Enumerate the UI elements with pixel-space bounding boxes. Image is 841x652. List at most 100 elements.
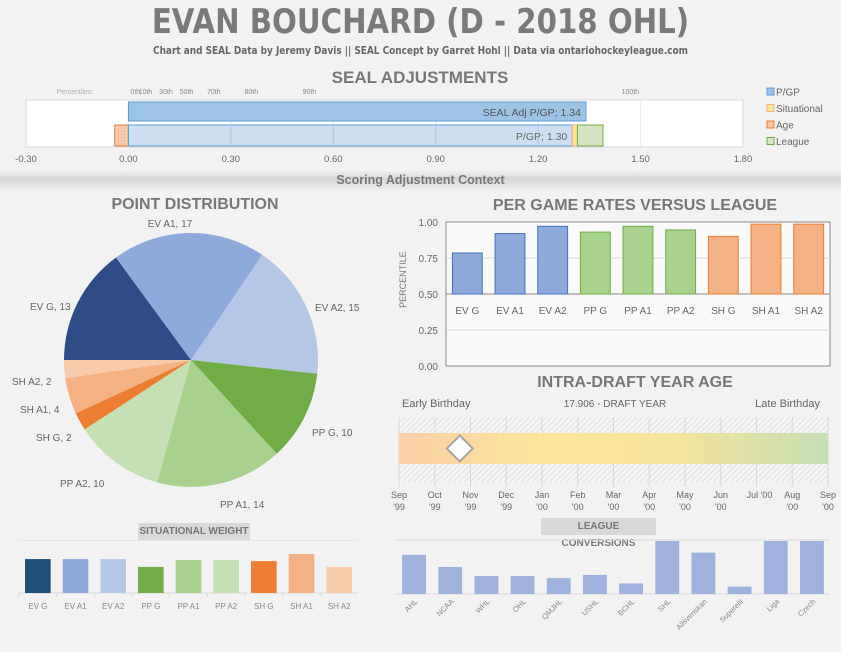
pergame-x-label: PP A1	[624, 306, 652, 317]
situational-x-label: EV G	[28, 602, 47, 611]
league-bar	[727, 586, 752, 594]
league-x-label: Liga	[765, 596, 782, 613]
age-marker	[445, 434, 475, 463]
pie-slice	[157, 360, 277, 487]
pergame-bar	[537, 225, 569, 295]
pergame-x-label: EV A2	[539, 306, 567, 317]
age-chart-title: INTRA-DRAFT YEAR AGE	[537, 374, 733, 391]
pergame-x-label: PP A2	[667, 306, 695, 317]
situational-bar	[62, 559, 89, 593]
situational-chart-title: SITUATIONAL WEIGHT	[138, 523, 250, 540]
legend-swatch	[766, 87, 775, 96]
pergame-bar	[622, 225, 654, 295]
seal-x-tick: 0.00	[119, 154, 138, 165]
pergame-bar	[665, 229, 697, 295]
legend-label: Situational	[776, 104, 823, 115]
pie-slice	[64, 360, 191, 379]
pergame-chart-title: PER GAME RATES VERSUS LEAGUE	[492, 197, 778, 214]
age-year-label: '99	[393, 502, 405, 512]
age-year-label: '99	[500, 502, 512, 512]
age-year-label: '00	[572, 502, 584, 512]
percentile-label: 100th	[622, 89, 640, 96]
pergame-y-tick: 0.25	[419, 326, 439, 337]
pergame-x-label: PP G	[583, 306, 607, 317]
percentile-label: 50th	[180, 89, 194, 96]
seal-segment-age	[114, 124, 129, 147]
seal-x-tick: 0.90	[426, 154, 445, 165]
situational-bar	[288, 554, 315, 593]
situational-x-label: EV A1	[64, 602, 87, 611]
pergame-y-tick: 0.00	[419, 362, 439, 373]
section-divider	[0, 170, 841, 192]
seal-x-tick: 1.80	[734, 154, 753, 165]
legend-swatch	[766, 137, 775, 145]
age-year-label: '00	[786, 502, 798, 512]
pergame-chart: 0.00 0.25 0.50 0.75 1.00 PERCENTILE EV G EV A1 E…	[398, 218, 831, 373]
age-year-label: '99	[465, 502, 477, 512]
pie-slice	[115, 233, 263, 360]
legend-label: P/GP	[776, 88, 800, 99]
section-title-text: Scoring Adjustment Context	[336, 173, 505, 187]
situational-x-label: SH A1	[290, 602, 313, 611]
pergame-x-label: EV G	[455, 306, 479, 317]
age-month-label: Dec	[498, 490, 515, 500]
situational-bar	[138, 566, 164, 593]
situational-x-label: PP A1	[177, 602, 200, 611]
pie-label: SH A2, 2	[12, 377, 52, 388]
pergame-y-tick: 1.00	[419, 218, 439, 229]
seal-chart-title: SEAL ADJUSTMENTS	[331, 68, 509, 87]
pie-label: PP G, 10	[312, 428, 353, 439]
age-month-label: Feb	[570, 490, 586, 500]
age-month-label: Oct	[428, 490, 443, 500]
percentile-label: 90th	[303, 89, 317, 96]
pergame-bar	[494, 233, 526, 295]
league-chart-title: LEAGUE CONVERSIONS	[541, 518, 656, 549]
situational-bar	[326, 566, 352, 593]
pie-slice	[75, 360, 191, 430]
pie-slice	[64, 257, 191, 360]
league-bar	[438, 566, 463, 594]
league-bar	[655, 541, 680, 594]
pgp-bar-label: P/GP; 1.30	[516, 131, 568, 143]
league-bar	[582, 574, 607, 594]
section-title: Scoring Adjustment Context	[0, 173, 841, 187]
situational-x-label: PP A2	[215, 602, 238, 611]
situational-x-label: SH A2	[328, 602, 351, 611]
page-title: EVAN BOUCHARD (D - 2018 OHL)	[151, 2, 690, 42]
seal-x-tick: 1.50	[631, 154, 650, 165]
age-month-label: Aug	[784, 490, 800, 500]
pergame-bar	[451, 252, 483, 295]
pie-slice	[65, 360, 191, 414]
pergame-bar	[707, 235, 739, 295]
age-chart: Early Birthday 17.906 - DRAFT YEAR Late Bi…	[391, 398, 836, 512]
percentile-label: 70th	[207, 89, 221, 96]
pie-slice	[191, 360, 318, 454]
situational-bar	[175, 560, 202, 593]
pergame-x-label: SH A2	[794, 306, 823, 317]
league-x-label: AHL	[403, 597, 420, 614]
league-x-label: OHL	[511, 597, 528, 614]
age-month-label: Nov	[462, 490, 479, 500]
pergame-bar	[750, 223, 782, 295]
percentile-label: 0th	[130, 89, 140, 96]
pergame-y-tick: 0.50	[419, 290, 439, 301]
pergame-x-label: EV A1	[496, 306, 524, 317]
age-year-label: '00	[608, 502, 620, 512]
seal-adj-bar	[127, 101, 587, 122]
pie-label: EV G, 13	[30, 302, 71, 313]
pie-slice	[84, 360, 191, 483]
pie-label: SH G, 2	[36, 433, 72, 444]
league-bar	[799, 541, 824, 594]
league-x-label: Superelit	[718, 596, 746, 624]
percentile-label: 10th	[139, 89, 153, 96]
pie-label: SH A1, 4	[20, 405, 60, 416]
league-bar	[510, 575, 535, 594]
page-subtitle: Chart and SEAL Data by Jeremy Davis || S…	[153, 45, 688, 57]
late-birthday-label: Late Birthday	[755, 398, 820, 410]
pergame-y-label: PERCENTILE	[398, 251, 408, 308]
pie-label: PP A1, 14	[220, 500, 265, 510]
pie-label: EV A2, 15	[315, 303, 360, 314]
pergame-x-label: SH G	[711, 306, 736, 317]
seal-x-tick: -0.30	[15, 154, 37, 165]
legend-label: Age	[776, 121, 794, 132]
